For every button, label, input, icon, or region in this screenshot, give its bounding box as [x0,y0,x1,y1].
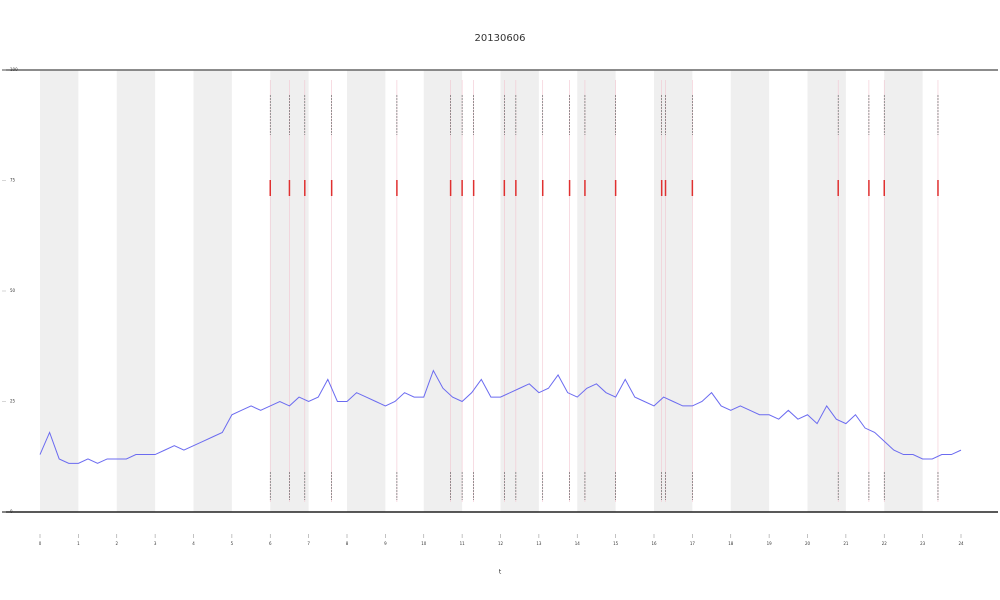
x-tick-label: 24 [958,541,964,546]
x-tick-label: 18 [728,541,734,546]
day-band [347,70,386,512]
day-band [116,70,156,512]
x-axis-label: t [499,569,502,576]
y-tick-label: 0 [10,509,13,514]
x-tick-label: 0 [39,541,42,546]
day-band [654,70,693,512]
x-tick-label: 19 [767,541,773,546]
day-band [40,70,79,512]
y-tick-label: 50 [10,288,16,293]
day-band [423,70,463,512]
x-tick-label: 20 [805,541,811,546]
x-tick-label: 21 [843,541,849,546]
x-tick-label: 1 [77,541,80,546]
day-band [577,70,616,512]
x-tick-label: 3 [154,541,157,546]
x-tick-label: 7 [307,541,310,546]
day-band [884,70,923,512]
x-tick-label: 23 [920,541,926,546]
x-tick-label: 22 [882,541,888,546]
x-tick-label: 16 [651,541,657,546]
x-tick-label: 6 [269,541,272,546]
x-tick-label: 11 [460,541,466,546]
day-band [730,70,770,512]
x-tick-label: 12 [498,541,504,546]
day-band [500,70,539,512]
x-tick-label: 10 [421,541,427,546]
x-tick-label: 4 [192,541,195,546]
chart-title: 20130606 [475,33,526,44]
x-tick-label: 15 [613,541,619,546]
y-tick-label: 25 [10,399,16,404]
x-tick-label: 13 [536,541,542,546]
y-tick-label: 100 [10,67,18,72]
day-band [807,70,846,512]
x-tick-label: 2 [115,541,118,546]
x-tick-label: 8 [346,541,349,546]
x-tick-label: 5 [231,541,234,546]
day-band [193,70,232,512]
x-tick-label: 14 [575,541,581,546]
y-tick-label: 75 [10,178,16,183]
x-tick-label: 9 [384,541,387,546]
data-line [39,369,962,464]
x-tick-label: 17 [690,541,696,546]
